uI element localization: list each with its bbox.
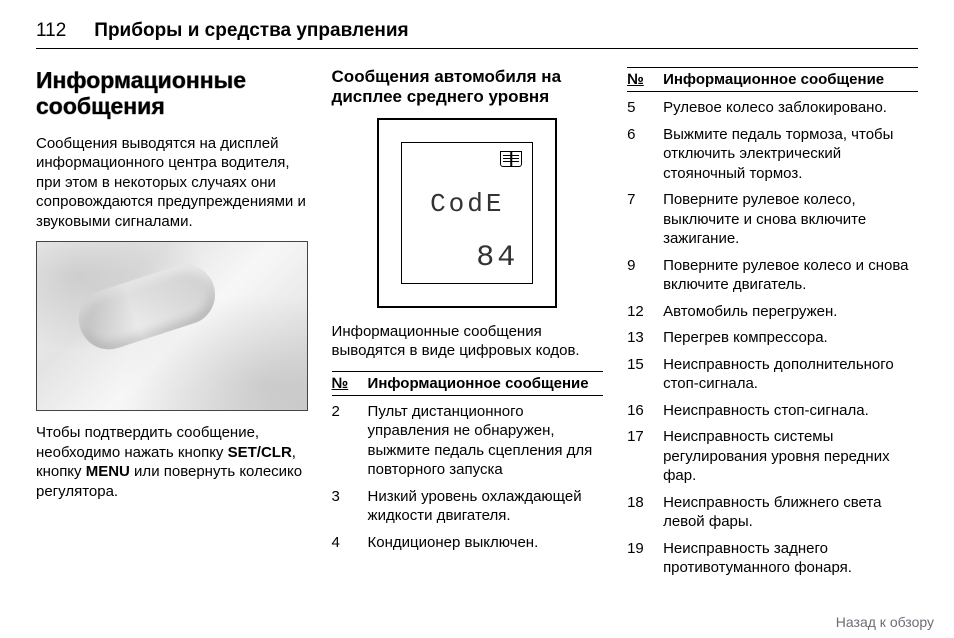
th-msg-2: Информационное сообщение — [663, 71, 918, 88]
chapter-title: Приборы и средства управления — [94, 20, 408, 42]
code-row: 7Поверните рулевое колесо, выключите и с… — [627, 190, 918, 249]
code-text: Рулевое колесо заблокировано. — [663, 98, 918, 118]
code-row: 5Рулевое колесо заблокировано. — [627, 98, 918, 118]
code-row: 6Выжмите педаль тормоза, чтобы отключить… — [627, 125, 918, 184]
codes-table-body-1: 2Пульт дистанционного управления не обна… — [332, 402, 604, 553]
code-number: 13 — [627, 328, 663, 348]
confirm-bold-menu: MENU — [86, 463, 130, 480]
code-row: 15Неисправность дополнительного стоп-сиг… — [627, 355, 918, 394]
column-1: Информационные сообщения Сообщения вывод… — [36, 67, 308, 585]
code-text: Неисправность стоп-сигнала. — [663, 401, 918, 421]
confirm-text-1: Чтобы подтвердить сообщение, необходимо … — [36, 424, 259, 461]
page-number: 112 — [36, 20, 66, 42]
codes-table-header: № Информационное сообщение — [332, 371, 604, 396]
code-text: Неисправность системы регулирования уров… — [663, 427, 918, 486]
code-number: 9 — [627, 256, 663, 295]
code-row: 12Автомобиль перегружен. — [627, 302, 918, 322]
display-line-number: 84 — [412, 241, 522, 275]
code-text: Поверните рулевое колесо, выключите и сн… — [663, 190, 918, 249]
stalk-control-photo — [36, 241, 308, 411]
column-2: Сообщения автомобиля на дисплее среднего… — [332, 67, 604, 585]
code-row: 3Низкий уровень охлаждающей жидкости дви… — [332, 487, 604, 526]
section-title: Информационные сообщения — [36, 67, 308, 120]
th-num: № — [332, 375, 368, 392]
midlevel-heading: Сообщения автомобиля на дисплее среднего… — [332, 67, 604, 108]
code-text: Неисправность ближнего света левой фары. — [663, 493, 918, 532]
display-illustration: CodE 84 — [377, 118, 557, 308]
code-number: 3 — [332, 487, 368, 526]
codes-intro: Информационные сообщения выводятся в вид… — [332, 322, 604, 361]
code-text: Кондиционер выключен. — [368, 533, 604, 553]
th-msg: Информационное сообщение — [368, 375, 604, 392]
code-row: 4Кондиционер выключен. — [332, 533, 604, 553]
code-row: 17Неисправность системы регулирования ур… — [627, 427, 918, 486]
confirm-bold-setclr: SET/CLR — [228, 444, 292, 461]
code-row: 18Неисправность ближнего света левой фар… — [627, 493, 918, 532]
code-text: Пульт дистанционного управления не обнар… — [368, 402, 604, 480]
page-header: 112 Приборы и средства управления — [36, 20, 918, 49]
code-row: 2Пульт дистанционного управления не обна… — [332, 402, 604, 480]
code-number: 4 — [332, 533, 368, 553]
code-text: Автомобиль перегружен. — [663, 302, 918, 322]
code-text: Перегрев компрессора. — [663, 328, 918, 348]
code-text: Неисправность дополнительного стоп-сигна… — [663, 355, 918, 394]
code-number: 15 — [627, 355, 663, 394]
code-row: 16Неисправность стоп-сигнала. — [627, 401, 918, 421]
code-number: 18 — [627, 493, 663, 532]
code-number: 6 — [627, 125, 663, 184]
code-text: Неисправность заднего противотуманного ф… — [663, 539, 918, 578]
code-row: 13Перегрев компрессора. — [627, 328, 918, 348]
column-3: № Информационное сообщение 5Рулевое коле… — [627, 67, 918, 585]
display-line-code: CodE — [412, 189, 522, 219]
codes-table-body-2: 5Рулевое колесо заблокировано.6Выжмите п… — [627, 98, 918, 578]
manual-icon — [500, 151, 522, 167]
code-number: 7 — [627, 190, 663, 249]
code-row: 19Неисправность заднего противотуманного… — [627, 539, 918, 578]
code-text: Поверните рулевое колесо и снова включит… — [663, 256, 918, 295]
th-num-2: № — [627, 71, 663, 88]
back-to-overview-link[interactable]: Назад к обзору — [836, 614, 934, 630]
code-text: Низкий уровень охлаждающей жидкости двиг… — [368, 487, 604, 526]
code-number: 16 — [627, 401, 663, 421]
code-text: Выжмите педаль тормоза, чтобы отключить … — [663, 125, 918, 184]
code-number: 12 — [627, 302, 663, 322]
code-number: 17 — [627, 427, 663, 486]
code-number: 2 — [332, 402, 368, 480]
code-number: 19 — [627, 539, 663, 578]
codes-table-header-2: № Информационное сообщение — [627, 67, 918, 92]
intro-paragraph: Сообщения выводятся на дисплей информаци… — [36, 134, 308, 232]
code-number: 5 — [627, 98, 663, 118]
confirm-paragraph: Чтобы подтвердить сообщение, необходимо … — [36, 423, 308, 501]
code-row: 9Поверните рулевое колесо и снова включи… — [627, 256, 918, 295]
